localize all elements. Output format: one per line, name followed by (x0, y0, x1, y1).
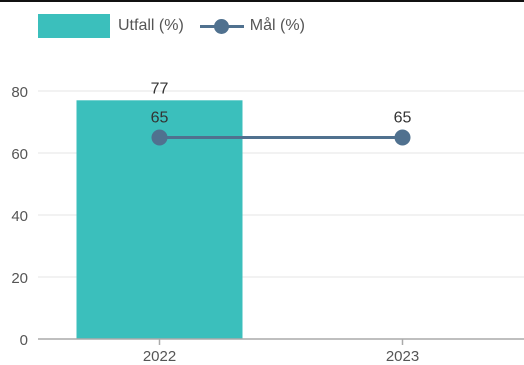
legend-swatch-mal (199, 14, 244, 38)
data-label-mal: 65 (394, 110, 412, 127)
y-tick-label: 20 (11, 270, 28, 287)
line-point (151, 129, 168, 146)
data-label-mal: 65 (151, 110, 169, 127)
line-point (394, 129, 411, 146)
y-tick-label: 40 (11, 208, 28, 225)
legend-swatch-mal-dot (213, 19, 229, 34)
legend-item-mal[interactable]: Mål (%) (199, 14, 305, 38)
legend-item-utfall[interactable]: Utfall (%) (38, 14, 184, 38)
x-tick-label: 2022 (143, 348, 176, 365)
data-label-utfall: 77 (151, 80, 169, 97)
y-tick-label: 80 (11, 84, 28, 101)
x-tick-label: 2023 (386, 348, 419, 365)
legend-label-mal: Mål (%) (249, 17, 305, 34)
chart-legend: Utfall (%) Mål (%) (38, 14, 321, 38)
y-tick-label: 60 (11, 146, 28, 163)
legend-swatch-utfall (38, 14, 110, 38)
top-border-line (0, 0, 524, 2)
legend-label-utfall: Utfall (%) (118, 17, 184, 34)
y-tick-label: 0 (20, 332, 28, 349)
